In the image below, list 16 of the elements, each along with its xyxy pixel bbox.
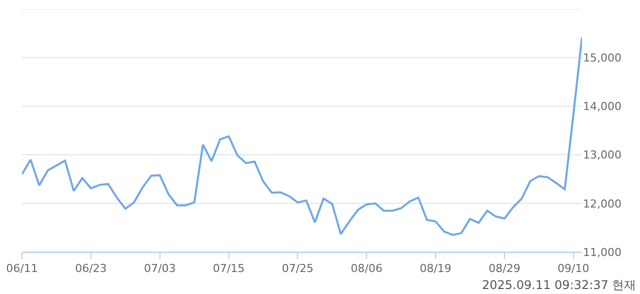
text: 2025.09.11 09:32:37 현재: [482, 278, 636, 292]
x-tick-label: 07/03: [144, 262, 176, 276]
y-tick-label: 14,000: [583, 100, 622, 114]
y-tick-label: 13,000: [583, 148, 622, 162]
x-tick-label: 09/10: [558, 262, 590, 276]
x-tick-label: 07/25: [282, 262, 314, 276]
x-tick-label: 06/11: [6, 262, 38, 276]
y-tick-label: 15,000: [583, 51, 622, 64]
x-tick-label: 08/29: [488, 262, 520, 276]
y-tick-label: 12,000: [583, 197, 622, 210]
line-series: [22, 36, 582, 236]
y-tick-label: 11,000: [583, 246, 622, 259]
x-tick-label: 06/23: [75, 262, 107, 276]
x-tick-label: 07/15: [212, 262, 245, 276]
x-tick-label: 08/19: [420, 262, 452, 276]
x-tick-label: 08/06: [350, 262, 382, 276]
